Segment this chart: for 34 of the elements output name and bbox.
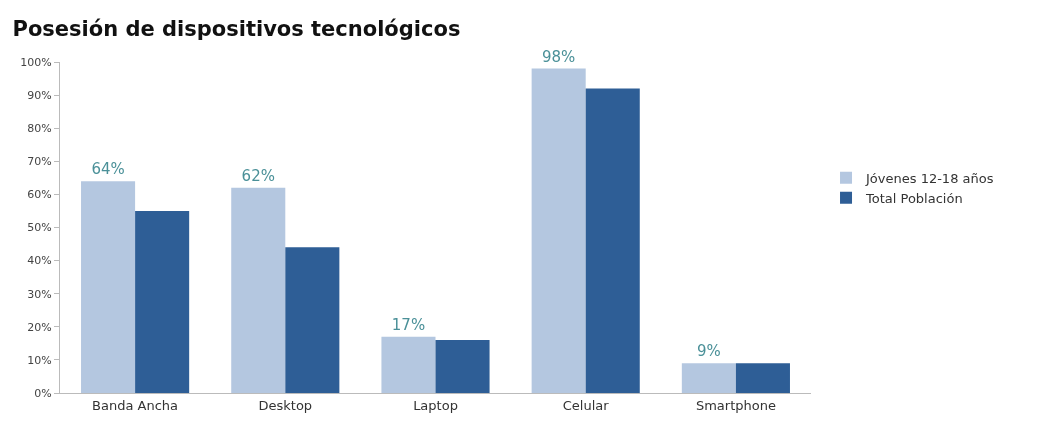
x-tick-label: Laptop <box>413 397 458 413</box>
bar <box>585 88 640 393</box>
bar <box>381 336 436 393</box>
x-tick-label: Smartphone <box>695 397 776 413</box>
data-label: 9% <box>696 342 721 361</box>
x-tick-label: Banda Ancha <box>92 397 179 413</box>
bar <box>81 181 136 393</box>
chart-title: Posesión de dispositivos tecnológicos <box>12 17 461 42</box>
data-label: 64% <box>91 160 125 179</box>
data-label: 62% <box>241 166 275 185</box>
legend-label: Total Población <box>865 190 963 206</box>
bar <box>435 340 490 393</box>
bar <box>735 363 790 393</box>
x-tick-label: Desktop <box>258 397 313 413</box>
y-tick-label: 60% <box>27 188 52 202</box>
bar <box>681 363 736 393</box>
y-tick-label: 10% <box>27 353 52 367</box>
y-tick-label: 90% <box>27 88 52 102</box>
y-tick-label: 80% <box>27 122 52 136</box>
y-tick-label: 100% <box>20 55 52 69</box>
data-label: 17% <box>391 315 426 334</box>
y-tick-label: 40% <box>27 254 52 268</box>
y-tick-label: 20% <box>27 320 52 334</box>
legend-label: Jóvenes 12-18 años <box>865 170 994 186</box>
y-tick-label: 30% <box>27 287 52 301</box>
y-tick-label: 50% <box>27 221 52 235</box>
data-label: 98% <box>541 47 576 66</box>
y-tick-label: 0% <box>34 386 52 400</box>
bar <box>135 210 190 393</box>
bar <box>531 68 586 393</box>
bar <box>231 187 286 393</box>
bar <box>285 247 340 393</box>
x-tick-label: Celular <box>562 397 610 413</box>
y-tick-label: 70% <box>27 155 52 169</box>
